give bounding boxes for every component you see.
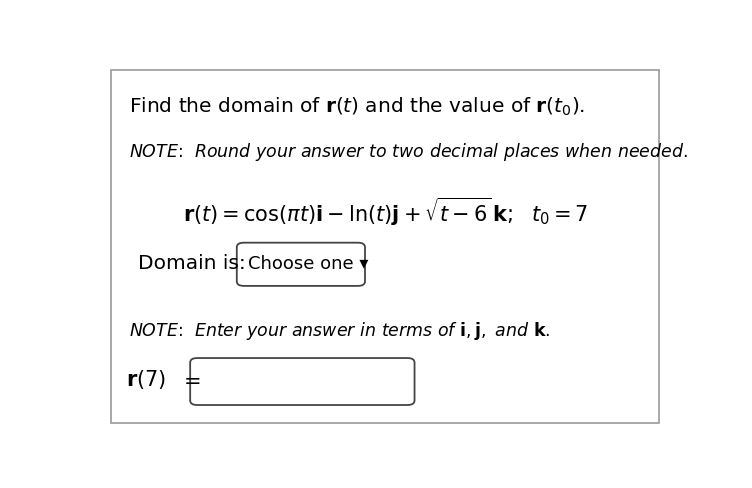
Text: $\mathit{NOTE}$:  $\mathit{Enter\ your\ answer\ in\ terms\ of}$ $\mathbf{i},\mat: $\mathit{NOTE}$: $\mathit{Enter\ your\ a… — [129, 320, 550, 342]
Text: Choose one ▾: Choose one ▾ — [248, 256, 368, 273]
Text: $\mathit{NOTE}$:  $\mathit{Round\ your\ answer\ to\ two\ decimal\ places\ when\ : $\mathit{NOTE}$: $\mathit{Round\ your\ a… — [129, 141, 688, 163]
FancyBboxPatch shape — [190, 358, 414, 405]
FancyBboxPatch shape — [111, 70, 660, 423]
Text: $\mathbf{r}(t) = \cos(\pi t)\mathbf{i} - \ln(t)\mathbf{j} + \sqrt{t-6}\,\mathbf{: $\mathbf{r}(t) = \cos(\pi t)\mathbf{i} -… — [183, 196, 588, 228]
Text: Find the domain of $\mathbf{r}(t)$ and the value of $\mathbf{r}(t_0)$.: Find the domain of $\mathbf{r}(t)$ and t… — [129, 96, 585, 119]
Text: $=$: $=$ — [178, 370, 200, 390]
Text: Domain is:: Domain is: — [138, 254, 245, 273]
Text: $\mathbf{r}(7)$: $\mathbf{r}(7)$ — [126, 368, 166, 391]
FancyBboxPatch shape — [237, 243, 365, 286]
